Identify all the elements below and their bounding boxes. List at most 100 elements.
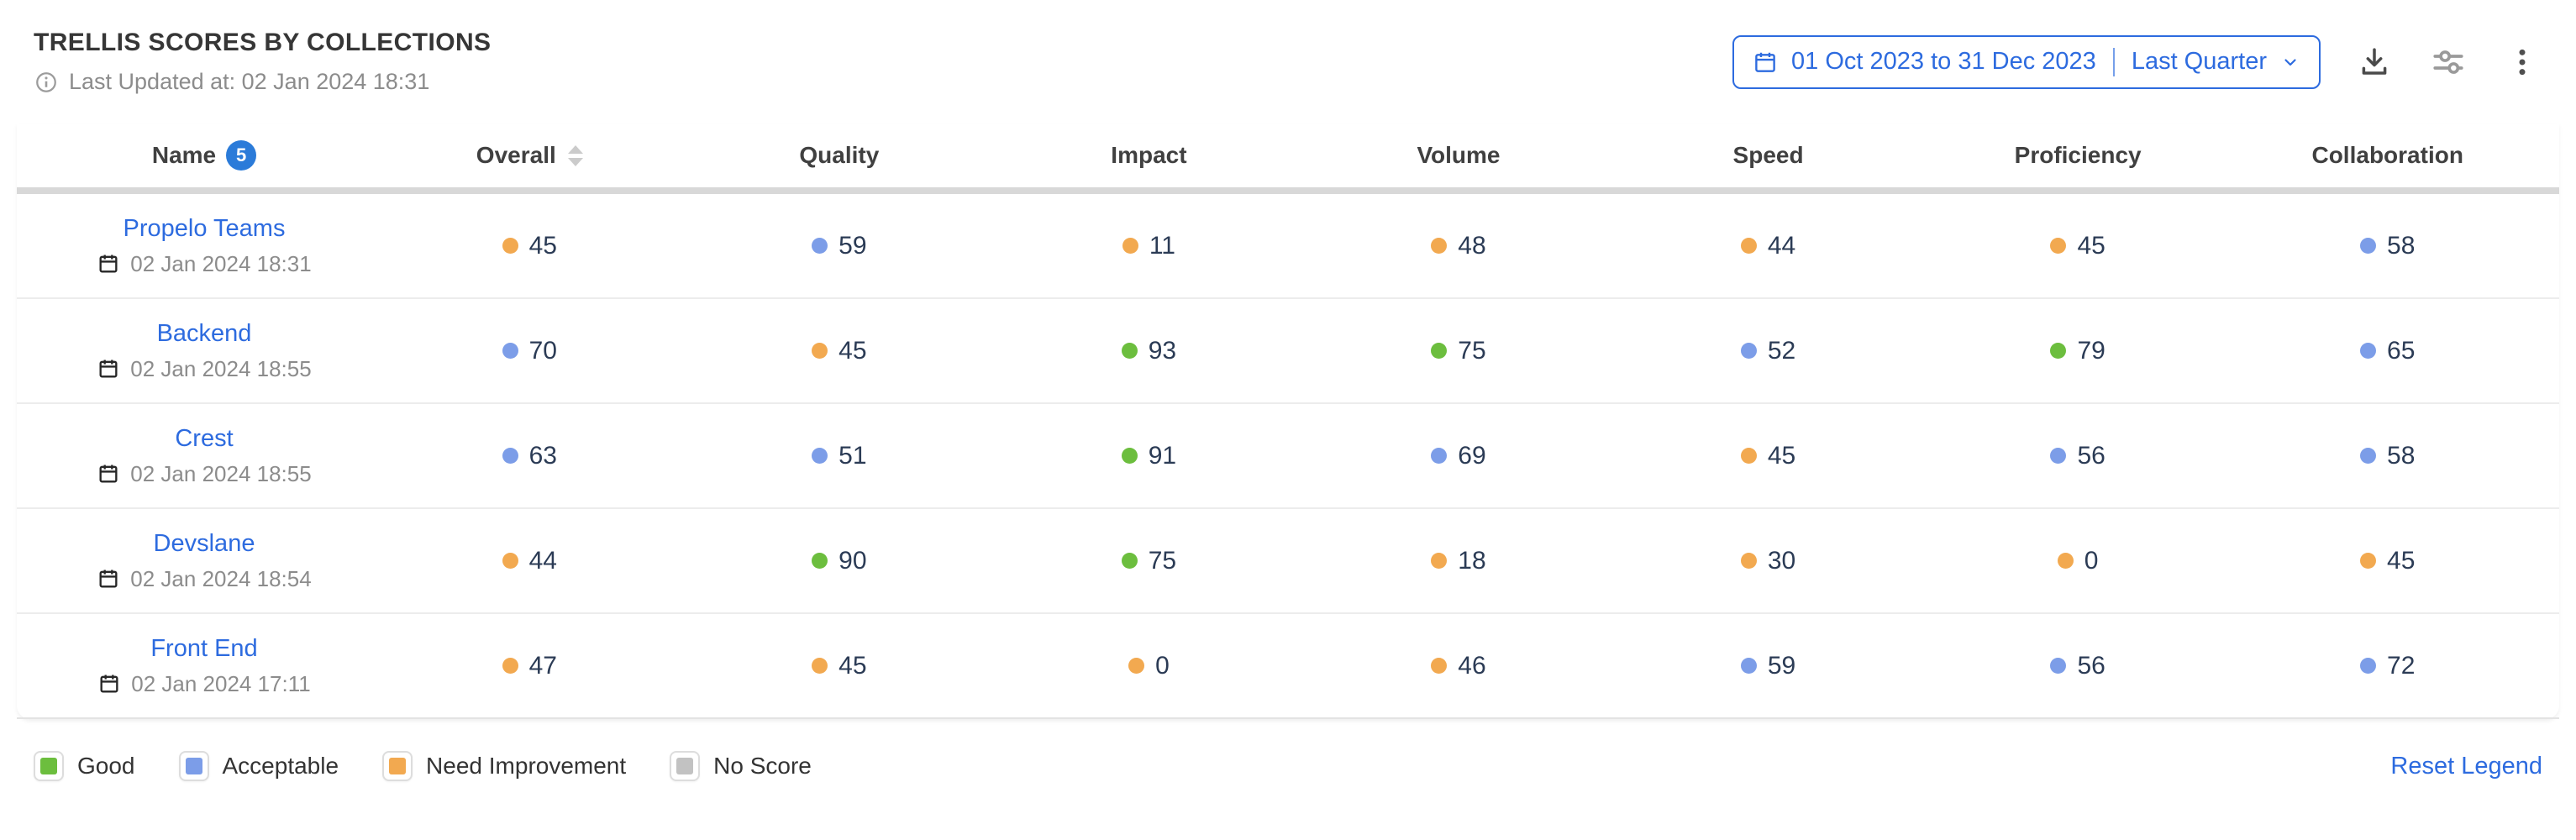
score-dot <box>2057 553 2074 569</box>
score-dot <box>1431 448 1448 464</box>
date-range-divider <box>2112 47 2115 76</box>
score-value: 45 <box>2077 231 2105 260</box>
score-value: 58 <box>2387 231 2416 260</box>
score-dot <box>812 658 828 674</box>
widget-header: TRELLIS SCORES BY COLLECTIONS Last Updat… <box>17 0 2559 95</box>
score-dot <box>812 553 828 569</box>
sort-icon[interactable] <box>567 144 583 166</box>
calendar-icon <box>99 570 118 588</box>
legend-label: No Score <box>713 753 812 779</box>
calendar-icon <box>99 465 118 483</box>
score-dot <box>1431 658 1448 674</box>
column-header-quality: Quality <box>685 142 995 169</box>
score-cell: 0 <box>994 652 1304 680</box>
score-dot <box>2360 448 2377 464</box>
score-dot <box>1431 343 1448 359</box>
legend-label: Need Improvement <box>426 753 627 779</box>
legend-color-swatch <box>185 758 202 774</box>
score-value: 48 <box>1458 231 1486 260</box>
score-cell: 91 <box>994 442 1304 470</box>
score-value: 75 <box>1458 336 1486 365</box>
score-value: 44 <box>528 546 557 575</box>
score-dot <box>1740 343 1757 359</box>
date-range-text: 01 Oct 2023 to 31 Dec 2023 <box>1791 48 2096 75</box>
score-value: 69 <box>1458 441 1486 470</box>
legend-label: Acceptable <box>222 753 339 779</box>
column-label: Collaboration <box>2311 142 2463 168</box>
name-cell: Propelo Teams 02 Jan 2024 18:31 <box>34 215 375 277</box>
table-row: Crest 02 Jan 2024 18:55 63 51 91 69 45 <box>17 404 2559 509</box>
column-header-proficiency: Proficiency <box>1923 142 2233 169</box>
legend-label: Good <box>77 753 135 779</box>
score-dot <box>1122 238 1138 254</box>
widget-settings-button[interactable] <box>2428 42 2468 82</box>
score-cell: 58 <box>2232 232 2542 260</box>
score-cell: 58 <box>2232 442 2542 470</box>
score-cell: 48 <box>1304 232 1614 260</box>
score-cell: 72 <box>2232 652 2542 680</box>
score-cell: 65 <box>2232 337 2542 365</box>
legend-item-good[interactable]: Good <box>34 751 135 781</box>
collection-link[interactable]: Crest <box>175 424 234 452</box>
score-cell: 56 <box>1923 652 2233 680</box>
info-icon <box>36 71 56 92</box>
score-value: 52 <box>1767 336 1796 365</box>
name-cell: Devslane 02 Jan 2024 18:54 <box>34 530 375 592</box>
score-dot <box>502 553 518 569</box>
reset-legend-link[interactable]: Reset Legend <box>2390 752 2542 780</box>
more-options-button[interactable] <box>2502 42 2542 82</box>
score-cell: 59 <box>1613 652 1923 680</box>
download-button[interactable] <box>2354 42 2395 82</box>
legend-item-acceptable[interactable]: Acceptable <box>178 751 339 781</box>
score-value: 75 <box>1148 546 1177 575</box>
score-value: 18 <box>1458 546 1486 575</box>
legend-item-need-improvement[interactable]: Need Improvement <box>382 751 626 781</box>
score-value: 59 <box>1767 651 1796 680</box>
sliders-icon <box>2433 50 2463 74</box>
column-label: Impact <box>1111 142 1187 168</box>
score-dot <box>1740 553 1757 569</box>
score-cell: 56 <box>1923 442 2233 470</box>
score-value: 45 <box>2387 546 2416 575</box>
row-updated-text: 02 Jan 2024 18:55 <box>130 460 312 486</box>
collection-link[interactable]: Devslane <box>153 529 255 557</box>
row-updated-text: 02 Jan 2024 18:55 <box>130 355 312 381</box>
score-value: 44 <box>1767 231 1796 260</box>
date-range-picker[interactable]: 01 Oct 2023 to 31 Dec 2023 Last Quarter <box>1732 34 2321 89</box>
table-row: Front End 02 Jan 2024 17:11 47 45 0 46 5… <box>17 614 2559 719</box>
score-cell: 46 <box>1304 652 1614 680</box>
collection-link[interactable]: Backend <box>156 319 252 347</box>
name-count-badge: 5 <box>226 140 257 171</box>
download-icon <box>2362 47 2387 75</box>
collection-link[interactable]: Propelo Teams <box>123 214 286 242</box>
calendar-icon <box>1755 52 1775 72</box>
legend-color-swatch <box>676 758 694 774</box>
chevron-down-icon <box>2284 58 2296 66</box>
row-updated-text: 02 Jan 2024 18:31 <box>130 250 312 276</box>
legend-color-swatch <box>389 758 407 774</box>
collection-link[interactable]: Front End <box>150 634 258 662</box>
column-header-impact: Impact <box>994 142 1304 169</box>
score-value: 90 <box>839 546 867 575</box>
row-updated: 02 Jan 2024 18:55 <box>97 355 312 382</box>
column-header-overall[interactable]: Overall <box>375 142 685 169</box>
score-dot <box>2050 238 2067 254</box>
legend-bar: Good Acceptable Need Improvement No Scor… <box>17 719 2559 813</box>
score-value: 79 <box>2077 336 2105 365</box>
scores-table: Name 5 Overall Quality Impact Volume Spe… <box>17 123 2559 719</box>
score-dot <box>502 448 518 464</box>
last-updated: Last Updated at: 02 Jan 2024 18:31 <box>34 69 491 95</box>
score-dot <box>812 448 828 464</box>
score-cell: 44 <box>375 547 685 575</box>
score-cell: 11 <box>994 232 1304 260</box>
score-cell: 69 <box>1304 442 1614 470</box>
last-updated-text: Last Updated at: 02 Jan 2024 18:31 <box>69 69 430 94</box>
legend-item-no-score[interactable]: No Score <box>670 751 812 781</box>
score-dot <box>1128 658 1145 674</box>
score-cell: 79 <box>1923 337 2233 365</box>
calendar-icon <box>100 675 118 693</box>
score-value: 0 <box>2084 546 2099 575</box>
score-dot <box>1740 658 1757 674</box>
score-cell: 51 <box>685 442 995 470</box>
row-updated: 02 Jan 2024 18:55 <box>97 460 312 487</box>
